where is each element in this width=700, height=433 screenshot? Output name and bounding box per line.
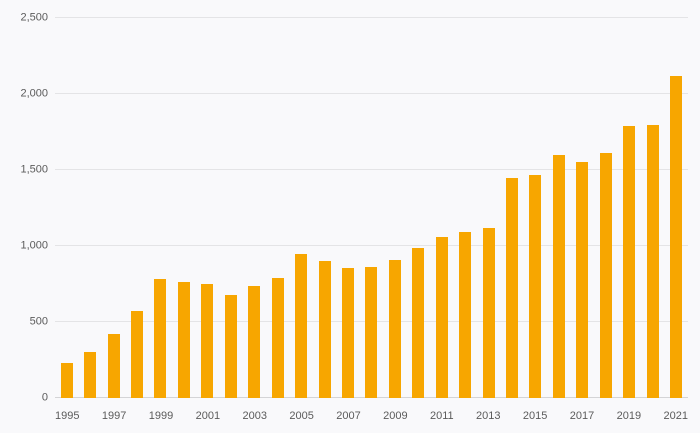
x-tick-label: 2013 (476, 410, 501, 422)
gridline (55, 17, 688, 18)
bar-slot (78, 18, 101, 398)
x-tick-label: 2001 (195, 410, 221, 422)
bar-2006 (318, 261, 331, 398)
x-tick-label: 2021 (663, 410, 689, 422)
bar-slot (149, 18, 172, 398)
bar-2018 (599, 153, 612, 398)
x-tick-label: 2015 (522, 410, 548, 422)
y-tick-label: 1,500 (20, 163, 48, 176)
x-tick-label: 1999 (148, 410, 174, 422)
x-tick-label-empty (220, 408, 242, 424)
bar-2010 (412, 247, 425, 398)
bar-2019 (623, 125, 636, 398)
bar-slot (407, 18, 430, 398)
x-axis: 1995 1997 1999 2001 2003 2005 2007 2009 2011 2013… (55, 408, 688, 424)
plot-area (55, 17, 688, 398)
bar-slot (55, 18, 78, 398)
bar-slot (336, 18, 359, 398)
bar-2017 (576, 162, 589, 398)
bar-slot (125, 18, 148, 398)
bar-2002 (224, 294, 237, 398)
x-tick-label: 2011 (430, 410, 454, 422)
x-tick-label-empty (79, 408, 101, 424)
bar-slot (360, 18, 383, 398)
x-tick-label-empty (361, 408, 383, 424)
x-tick-label-empty (314, 408, 336, 424)
bar-2012 (459, 231, 472, 398)
bar-slot (641, 18, 664, 398)
bars-row (55, 18, 688, 398)
bar-slot (430, 18, 453, 398)
bar-2004 (271, 277, 284, 398)
bar-2005 (295, 253, 308, 398)
bar-slot (289, 18, 312, 398)
bar-slot (547, 18, 570, 398)
x-tick-label: 2007 (336, 410, 361, 422)
bar-1999 (154, 279, 167, 398)
x-tick-label-empty (454, 408, 476, 424)
bar-1995 (60, 363, 73, 398)
bar-slot (571, 18, 594, 398)
x-tick-label: 2019 (616, 410, 642, 422)
x-tick-label-empty (501, 408, 523, 424)
bar-slot (383, 18, 406, 398)
x-tick-label: 2005 (289, 410, 314, 422)
gridline (55, 93, 688, 94)
bar-slot (477, 18, 500, 398)
bar-1997 (107, 334, 120, 398)
bar-2021 (670, 75, 683, 398)
gridline (55, 245, 688, 246)
x-tick-label-empty (594, 408, 616, 424)
bar-2016 (552, 154, 565, 398)
x-tick-label: 2003 (242, 410, 267, 422)
gridline (55, 169, 688, 170)
y-tick-label: 500 (29, 315, 48, 328)
bar-slot (313, 18, 336, 398)
x-tick-label-empty (126, 408, 148, 424)
bar-2011 (435, 236, 448, 398)
bar-slot (594, 18, 617, 398)
bar-slot (266, 18, 289, 398)
bar-slot (219, 18, 242, 398)
bar-2001 (201, 284, 214, 398)
bar-2007 (341, 268, 354, 398)
x-tick-label-empty (408, 408, 430, 424)
bar-slot (196, 18, 219, 398)
y-tick-label: 2,500 (20, 11, 48, 24)
bar-slot (102, 18, 125, 398)
x-tick-label: 1995 (55, 410, 80, 422)
x-tick-label: 1997 (101, 410, 127, 422)
bar-2009 (388, 260, 401, 398)
y-axis: 0 500 1,000 1,500 2,000 2,500 (0, 12, 48, 403)
x-tick-label-empty (173, 408, 195, 424)
bar-slot (618, 18, 641, 398)
y-tick-label: 2,000 (20, 87, 48, 100)
bar-slot (664, 18, 687, 398)
bar-slot (524, 18, 547, 398)
bar-slot (243, 18, 266, 398)
x-tick-label-empty (547, 408, 569, 424)
bar-2014 (506, 177, 519, 398)
bar-1996 (84, 352, 97, 398)
bar-slot (500, 18, 523, 398)
bar-slot (453, 18, 476, 398)
bar-2008 (365, 267, 378, 398)
bar-2003 (248, 285, 261, 398)
y-tick-label: 1,000 (20, 239, 48, 252)
bar-slot (172, 18, 195, 398)
x-tick-label: 2009 (383, 410, 408, 422)
x-tick-label-empty (267, 408, 289, 424)
x-tick-label: 2017 (569, 410, 595, 422)
y-tick-label: 0 (41, 391, 48, 404)
bar-1998 (131, 311, 144, 398)
bar-2015 (529, 175, 542, 398)
bar-2000 (177, 282, 190, 398)
bar-2020 (646, 125, 659, 398)
x-tick-label-empty (641, 408, 663, 424)
bar-2013 (482, 227, 495, 398)
